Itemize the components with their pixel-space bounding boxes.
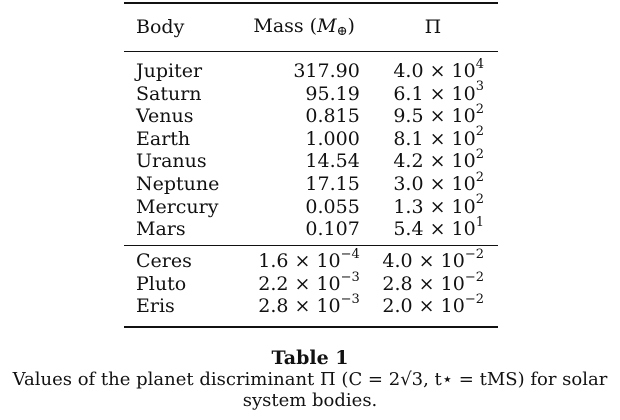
group-rule: [124, 244, 498, 247]
pi-value: 3.0 × 102: [393, 169, 484, 195]
body-name: Mercury: [136, 195, 219, 218]
caption-line-2: system bodies.: [242, 390, 378, 411]
top-rule: [124, 2, 498, 4]
body-name: Pluto: [136, 272, 187, 295]
pi-value: 4.0 × 10−2: [382, 246, 484, 273]
pi-value: 2.0 × 10−2: [382, 292, 484, 318]
bottom-rule: [124, 326, 498, 328]
body-name: Mars: [136, 218, 186, 241]
table-row: Venus 0.815 9.5 × 102: [124, 101, 498, 128]
pi-value: 4.2 × 102: [393, 147, 484, 173]
header-rule: [124, 50, 498, 52]
table-row: Pluto 2.2 × 10−3 2.8 × 10−2: [124, 269, 498, 296]
table-row: Neptune 17.15 3.0 × 102: [124, 169, 498, 196]
body-name: Neptune: [136, 172, 220, 195]
mass-value: 14.54: [305, 150, 360, 173]
pi-value: 9.5 × 102: [393, 101, 484, 128]
caption-title: Table 1: [271, 347, 349, 369]
table-row: Mars 0.107 5.4 × 101: [124, 214, 498, 241]
body-name: Uranus: [136, 150, 207, 173]
pi-value: 6.1 × 103: [393, 79, 484, 105]
pi-value: 5.4 × 101: [393, 214, 484, 241]
header-row: Body Mass (M⊕) Π: [124, 4, 498, 51]
body-name: Jupiter: [136, 60, 203, 82]
body-name: Eris: [136, 295, 175, 318]
mass-value: 95.19: [305, 82, 360, 105]
caption-line-1: Values of the planet discriminant Π (C =…: [12, 369, 608, 390]
table-row: Mercury 0.055 1.3 × 102: [124, 192, 498, 219]
mass-value: 1.6 × 10−4: [258, 246, 360, 273]
body-name: Ceres: [136, 250, 192, 273]
body-name: Venus: [136, 105, 194, 128]
pi-value: 8.1 × 102: [393, 124, 484, 150]
mass-value: 17.15: [305, 172, 360, 195]
mass-value: 2.8 × 10−3: [258, 292, 360, 318]
mass-value: 0.815: [305, 105, 360, 128]
pi-value: 4.0 × 104: [393, 56, 484, 82]
table-row: Saturn 95.19 6.1 × 103: [124, 79, 498, 106]
body-name: Saturn: [136, 82, 202, 105]
pi-value: 1.3 × 102: [393, 192, 484, 218]
table-grid: Body Mass (M⊕) Π Jupiter 317.90 4.0 × 10…: [124, 4, 498, 327]
mass-value: 2.2 × 10−3: [258, 269, 360, 295]
pi-value: 2.8 × 10−2: [382, 269, 484, 295]
table-row: Eris 2.8 × 10−3 2.0 × 10−2: [124, 292, 498, 318]
table-row: Uranus 14.54 4.2 × 102: [124, 147, 498, 173]
table-row: Ceres 1.6 × 10−4 4.0 × 10−2: [124, 246, 498, 273]
planet-discriminant-table: Body Mass (M⊕) Π Jupiter 317.90 4.0 × 10…: [124, 2, 498, 328]
mass-value: 317.90: [293, 60, 360, 82]
table-row: Jupiter 317.90 4.0 × 104: [124, 56, 498, 83]
header-mass: Mass (M⊕): [253, 14, 355, 39]
header-body: Body: [136, 16, 185, 38]
table-row: Earth 1.000 8.1 × 102: [124, 124, 498, 151]
mass-value: 1.000: [305, 127, 360, 150]
mass-value: 0.107: [305, 218, 360, 241]
header-pi: Π: [424, 16, 442, 38]
body-name: Earth: [136, 127, 191, 150]
table-caption: Table 1 Values of the planet discriminan…: [0, 347, 620, 412]
mass-value: 0.055: [305, 195, 360, 218]
